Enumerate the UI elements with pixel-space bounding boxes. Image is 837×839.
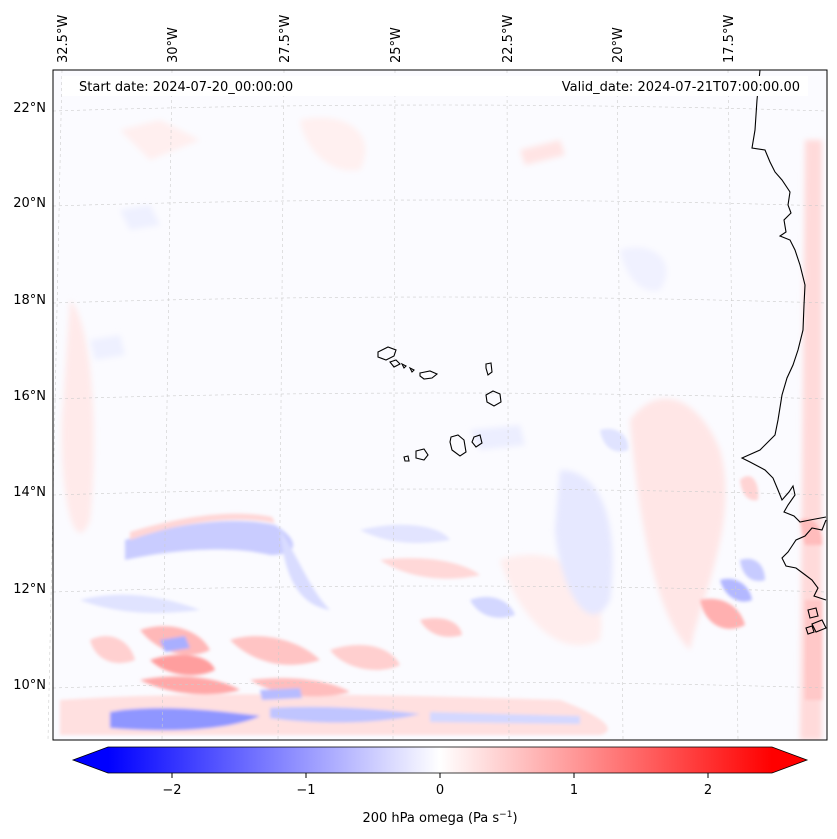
colorbar-gradient bbox=[108, 747, 772, 773]
parallel-line bbox=[52, 104, 828, 112]
parallel-line bbox=[52, 199, 828, 207]
longitude-labels: 32.5°W 30°W 27.5°W 25°W 22.5°W 20°W 17.5… bbox=[56, 15, 737, 63]
omega-negative-broad bbox=[90, 205, 667, 615]
omega-bands bbox=[60, 428, 822, 735]
parallel-line bbox=[52, 488, 828, 496]
lat-label-12n: 12°N bbox=[13, 582, 46, 597]
colorbar-max-arrow bbox=[772, 747, 807, 773]
header-box bbox=[62, 76, 808, 96]
colorbar-label-close: ) bbox=[512, 811, 517, 826]
lon-label-32-5w: 32.5°W bbox=[56, 15, 71, 63]
colorbar-label-main: 200 hPa omega (Pa s bbox=[362, 811, 499, 826]
cb-tick-label-neg2: −2 bbox=[162, 783, 181, 798]
lon-label-17-5w: 17.5°W bbox=[722, 15, 737, 63]
cb-tick-label-0: 0 bbox=[436, 783, 444, 798]
lon-label-22-5w: 22.5°W bbox=[501, 15, 516, 63]
lat-label-20n: 20°N bbox=[13, 196, 46, 211]
lon-label-30w: 30°W bbox=[166, 27, 181, 63]
colorbar-outline bbox=[71, 746, 809, 774]
map-panel: Start date: 2024-07-20_00:00:00 Valid_da… bbox=[47, 69, 828, 741]
colorbar-label-exponent: −1 bbox=[499, 810, 512, 820]
parallel-line bbox=[52, 392, 828, 400]
parallel-line bbox=[52, 585, 828, 593]
cb-tick-label-1: 1 bbox=[570, 783, 578, 798]
meridian-line bbox=[277, 69, 285, 741]
meridian-line bbox=[161, 69, 173, 741]
map-frame bbox=[52, 69, 828, 741]
meridian-line bbox=[506, 69, 510, 741]
lat-label-14n: 14°N bbox=[13, 485, 46, 500]
cape-verde-islands bbox=[377, 346, 502, 462]
coastline-bijagos bbox=[805, 607, 827, 635]
lat-label-18n: 18°N bbox=[13, 293, 46, 308]
lon-label-25w: 25°W bbox=[389, 27, 404, 63]
meridian-line bbox=[616, 69, 624, 741]
colorbar-label: 200 hPa omega (Pa s−1) bbox=[362, 810, 517, 826]
cb-tick-label-2: 2 bbox=[704, 783, 712, 798]
graticule bbox=[47, 69, 828, 741]
parallel-line bbox=[52, 296, 828, 304]
parallel-line bbox=[52, 681, 828, 689]
colorbar-min-arrow bbox=[73, 747, 108, 773]
meridian-line bbox=[392, 69, 396, 741]
lon-label-27-5w: 27.5°W bbox=[278, 15, 293, 63]
lon-label-20w: 20°W bbox=[611, 27, 626, 63]
meridian-line bbox=[47, 69, 63, 741]
cb-tick-label-neg1: −1 bbox=[296, 783, 315, 798]
meridian-line bbox=[727, 69, 739, 741]
lat-label-10n: 10°N bbox=[13, 678, 46, 693]
latitude-labels: 22°N 20°N 18°N 16°N 14°N 12°N 10°N bbox=[13, 101, 46, 693]
coastline-guinea bbox=[781, 519, 827, 601]
coastline bbox=[377, 69, 827, 635]
lat-label-22n: 22°N bbox=[13, 101, 46, 116]
colorbar-ticks bbox=[171, 773, 709, 778]
valid-date-label: Valid_date: 2024-07-21T07:00:00.00 bbox=[562, 80, 800, 95]
colorbar: −2 −1 0 1 2 200 hPa omega (Pa s−1) bbox=[71, 746, 809, 826]
lat-label-16n: 16°N bbox=[13, 389, 46, 404]
coastline-africa bbox=[740, 69, 827, 523]
start-date-label: Start date: 2024-07-20_00:00:00 bbox=[79, 80, 293, 95]
